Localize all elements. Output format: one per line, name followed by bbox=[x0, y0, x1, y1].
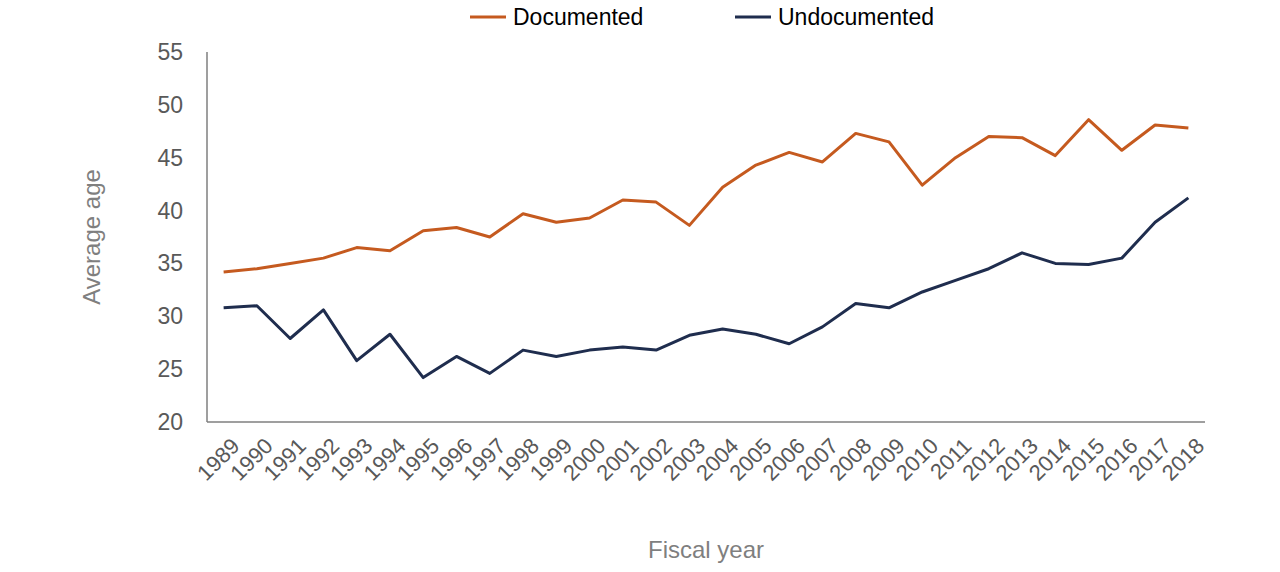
y-tick-label: 30 bbox=[157, 303, 183, 329]
y-tick-label: 20 bbox=[157, 409, 183, 435]
legend-label: Undocumented bbox=[778, 4, 934, 30]
series-line bbox=[224, 120, 1189, 272]
y-axis bbox=[206, 52, 208, 422]
y-tick-label: 25 bbox=[157, 356, 183, 382]
legend-swatch bbox=[470, 16, 506, 19]
y-tick-label: 55 bbox=[157, 39, 183, 65]
y-tick-label: 50 bbox=[157, 92, 183, 118]
legend-swatch bbox=[735, 16, 771, 19]
y-tick-label: 45 bbox=[157, 145, 183, 171]
chart-svg: 2025303540455055198919901991199219931994… bbox=[0, 0, 1280, 572]
x-axis bbox=[207, 421, 1205, 423]
series-line bbox=[224, 198, 1189, 378]
chart-container: 2025303540455055198919901991199219931994… bbox=[0, 0, 1280, 572]
y-tick-label: 40 bbox=[157, 198, 183, 224]
legend-label: Documented bbox=[513, 4, 643, 30]
page: {"chart_data": {"type": "line", "x_label… bbox=[0, 0, 1280, 572]
x-tick-label: 2018 bbox=[1157, 433, 1209, 485]
y-tick-label: 35 bbox=[157, 250, 183, 276]
plot-area bbox=[224, 120, 1189, 378]
y-axis-title: Average age bbox=[78, 169, 105, 305]
x-axis-title: Fiscal year bbox=[648, 536, 764, 563]
